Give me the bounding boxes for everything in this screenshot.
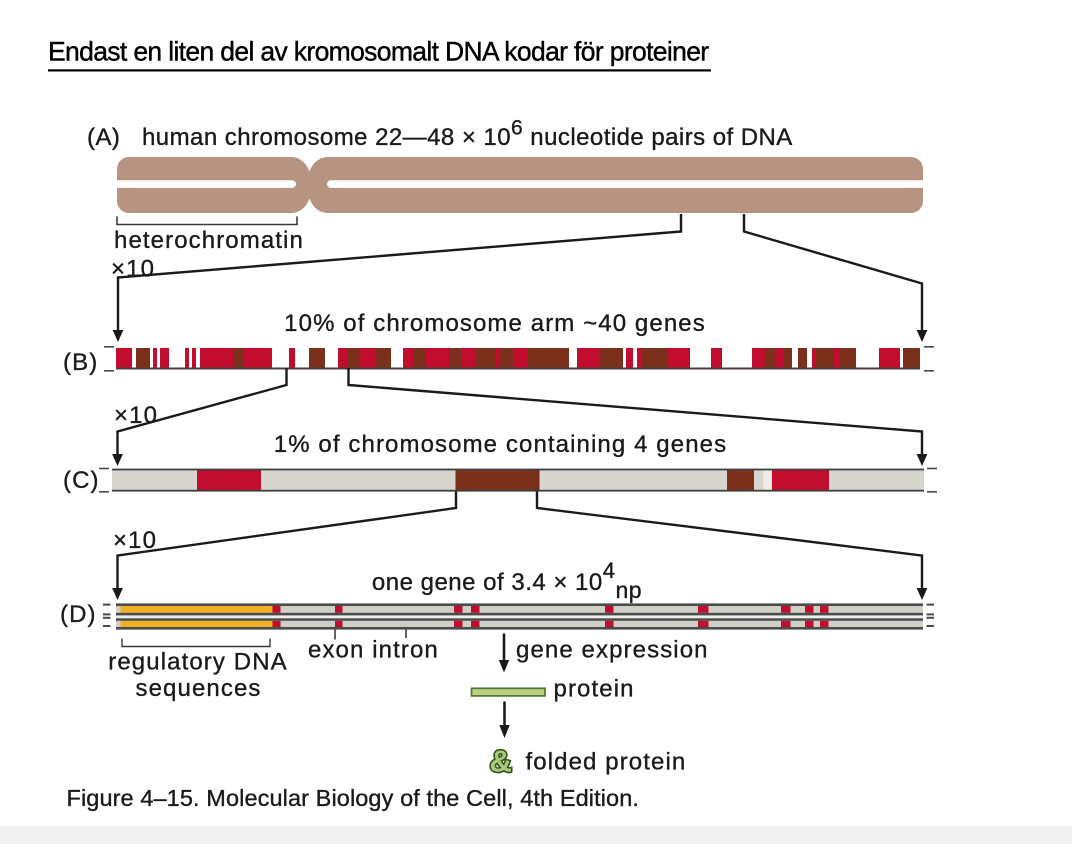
svg-text:×10: ×10	[111, 256, 155, 283]
svg-text:(B): (B)	[63, 349, 98, 376]
svg-text:×10: ×10	[114, 402, 158, 429]
svg-text:regulatory DNA: regulatory DNA	[108, 649, 287, 676]
svg-text:10% of chromosome arm ~40 gene: 10% of chromosome arm ~40 genes	[284, 310, 706, 337]
svg-text:exon intron: exon intron	[308, 637, 439, 664]
svg-text:×10: ×10	[113, 527, 157, 554]
svg-text:1% of chromosome containing 4: 1% of chromosome containing 4 genes	[274, 431, 727, 458]
svg-text:Figure 4–15. Molecular Biology: Figure 4–15. Molecular Biology of the Ce…	[67, 785, 640, 811]
svg-text:Endast en liten del av kromoso: Endast en liten del av kromosomalt DNA k…	[48, 37, 709, 67]
svg-text:(D): (D)	[60, 601, 97, 628]
svg-text:(A): (A)	[87, 124, 120, 151]
svg-text:gene expression: gene expression	[516, 637, 709, 664]
svg-text:&: &	[490, 744, 512, 779]
svg-text:protein: protein	[554, 676, 635, 703]
svg-text:sequences: sequences	[136, 675, 262, 702]
svg-text:heterochromatin: heterochromatin	[114, 227, 304, 254]
svg-text:(C): (C)	[63, 467, 100, 494]
svg-text:folded protein: folded protein	[526, 749, 687, 776]
